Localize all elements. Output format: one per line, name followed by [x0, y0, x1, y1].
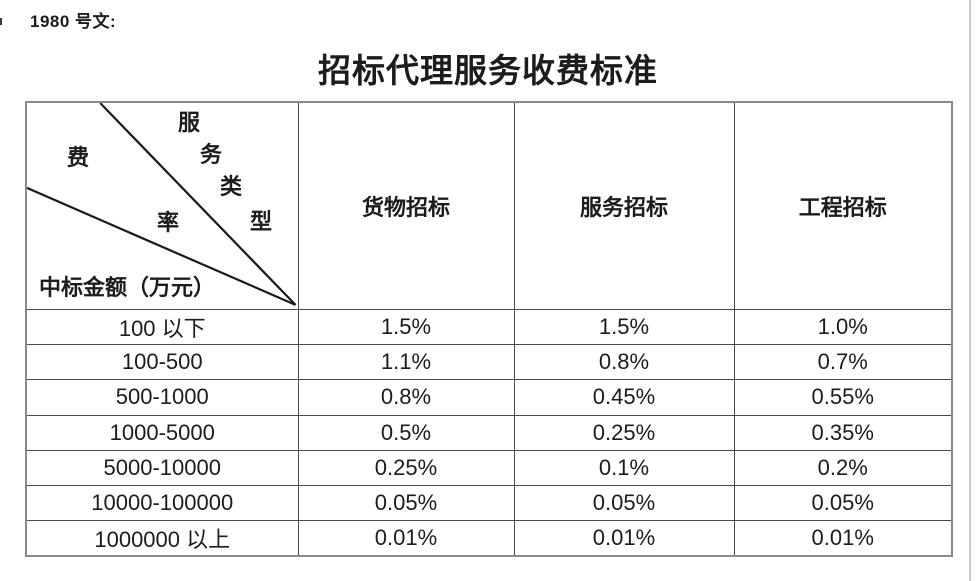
rate-cell: 0.25% [297, 449, 515, 486]
table-row: 1000-5000 0.5% 0.25% 0.35% [25, 414, 953, 451]
column-header-service: 服务招标 [513, 101, 735, 310]
rate-cell: 0.25% [513, 414, 735, 451]
rate-cell: 0.7% [733, 344, 953, 381]
fee-standard-table: 服 务 类 型 费 率 中标金额（万元） 货物招标 服务招标 工程招标 100 … [25, 101, 953, 557]
amount-cell: 100-500 [25, 344, 299, 381]
rate-cell: 0.05% [513, 484, 735, 522]
rate-char: 率 [157, 210, 180, 235]
table-row: 100-500 1.1% 0.8% 0.7% [25, 344, 953, 381]
table-row: 5000-10000 0.25% 0.1% 0.2% [25, 449, 953, 486]
amount-cell: 1000000 以上 [25, 520, 299, 557]
rate-cell: 0.2% [733, 449, 953, 486]
rate-cell: 1.5% [513, 308, 735, 346]
page-edge-line [969, 0, 971, 581]
diagonal-line-upper [99, 103, 297, 306]
rate-cell: 0.1% [513, 449, 735, 486]
service-type-char: 型 [250, 209, 273, 234]
table-row: 100 以下 1.5% 1.5% 1.0% [25, 308, 953, 346]
rate-cell: 0.05% [297, 484, 515, 522]
rate-cell: 0.35% [733, 414, 953, 451]
amount-cell: 500-1000 [25, 379, 299, 416]
amount-cell: 1000-5000 [25, 414, 299, 451]
service-type-char: 类 [220, 174, 243, 199]
rate-cell: 0.01% [297, 520, 515, 557]
rate-cell: 0.8% [297, 379, 515, 416]
rate-cell: 0.05% [733, 484, 953, 522]
table-header-row: 服 务 类 型 费 率 中标金额（万元） 货物招标 服务招标 工程招标 [25, 101, 953, 310]
rate-cell: 0.8% [513, 344, 735, 381]
rate-cell: 0.45% [513, 379, 735, 416]
service-type-char: 服 [178, 110, 201, 135]
amount-cell: 5000-10000 [25, 449, 299, 486]
doc-number-label: 1980 号文: [30, 12, 117, 31]
rate-cell: 1.1% [297, 344, 515, 381]
rate-cell: 0.01% [513, 520, 735, 557]
column-header-goods: 货物招标 [297, 101, 515, 310]
table-row: 500-1000 0.8% 0.45% 0.55% [25, 379, 953, 416]
diagonal-header-cell: 服 务 类 型 费 率 中标金额（万元） [25, 101, 299, 310]
scan-artifact [0, 18, 2, 25]
amount-axis-label: 中标金额（万元） [39, 275, 216, 300]
rate-cell: 0.5% [297, 414, 515, 451]
diagonal-lines [27, 103, 297, 306]
diagonal-line-lower [27, 186, 296, 306]
table-row: 10000-100000 0.05% 0.05% 0.05% [25, 484, 953, 522]
rate-cell: 1.5% [297, 308, 515, 346]
rate-cell: 1.0% [733, 308, 953, 346]
table-row: 1000000 以上 0.01% 0.01% 0.01% [25, 520, 953, 557]
service-type-char: 务 [200, 142, 223, 167]
amount-cell: 100 以下 [25, 308, 299, 346]
page-title: 招标代理服务收费标准 [318, 54, 658, 90]
amount-cell: 10000-100000 [25, 484, 299, 522]
column-header-engineering: 工程招标 [733, 101, 953, 310]
fee-char: 费 [67, 145, 90, 170]
rate-cell: 0.55% [733, 379, 953, 416]
rate-cell: 0.01% [733, 520, 953, 557]
